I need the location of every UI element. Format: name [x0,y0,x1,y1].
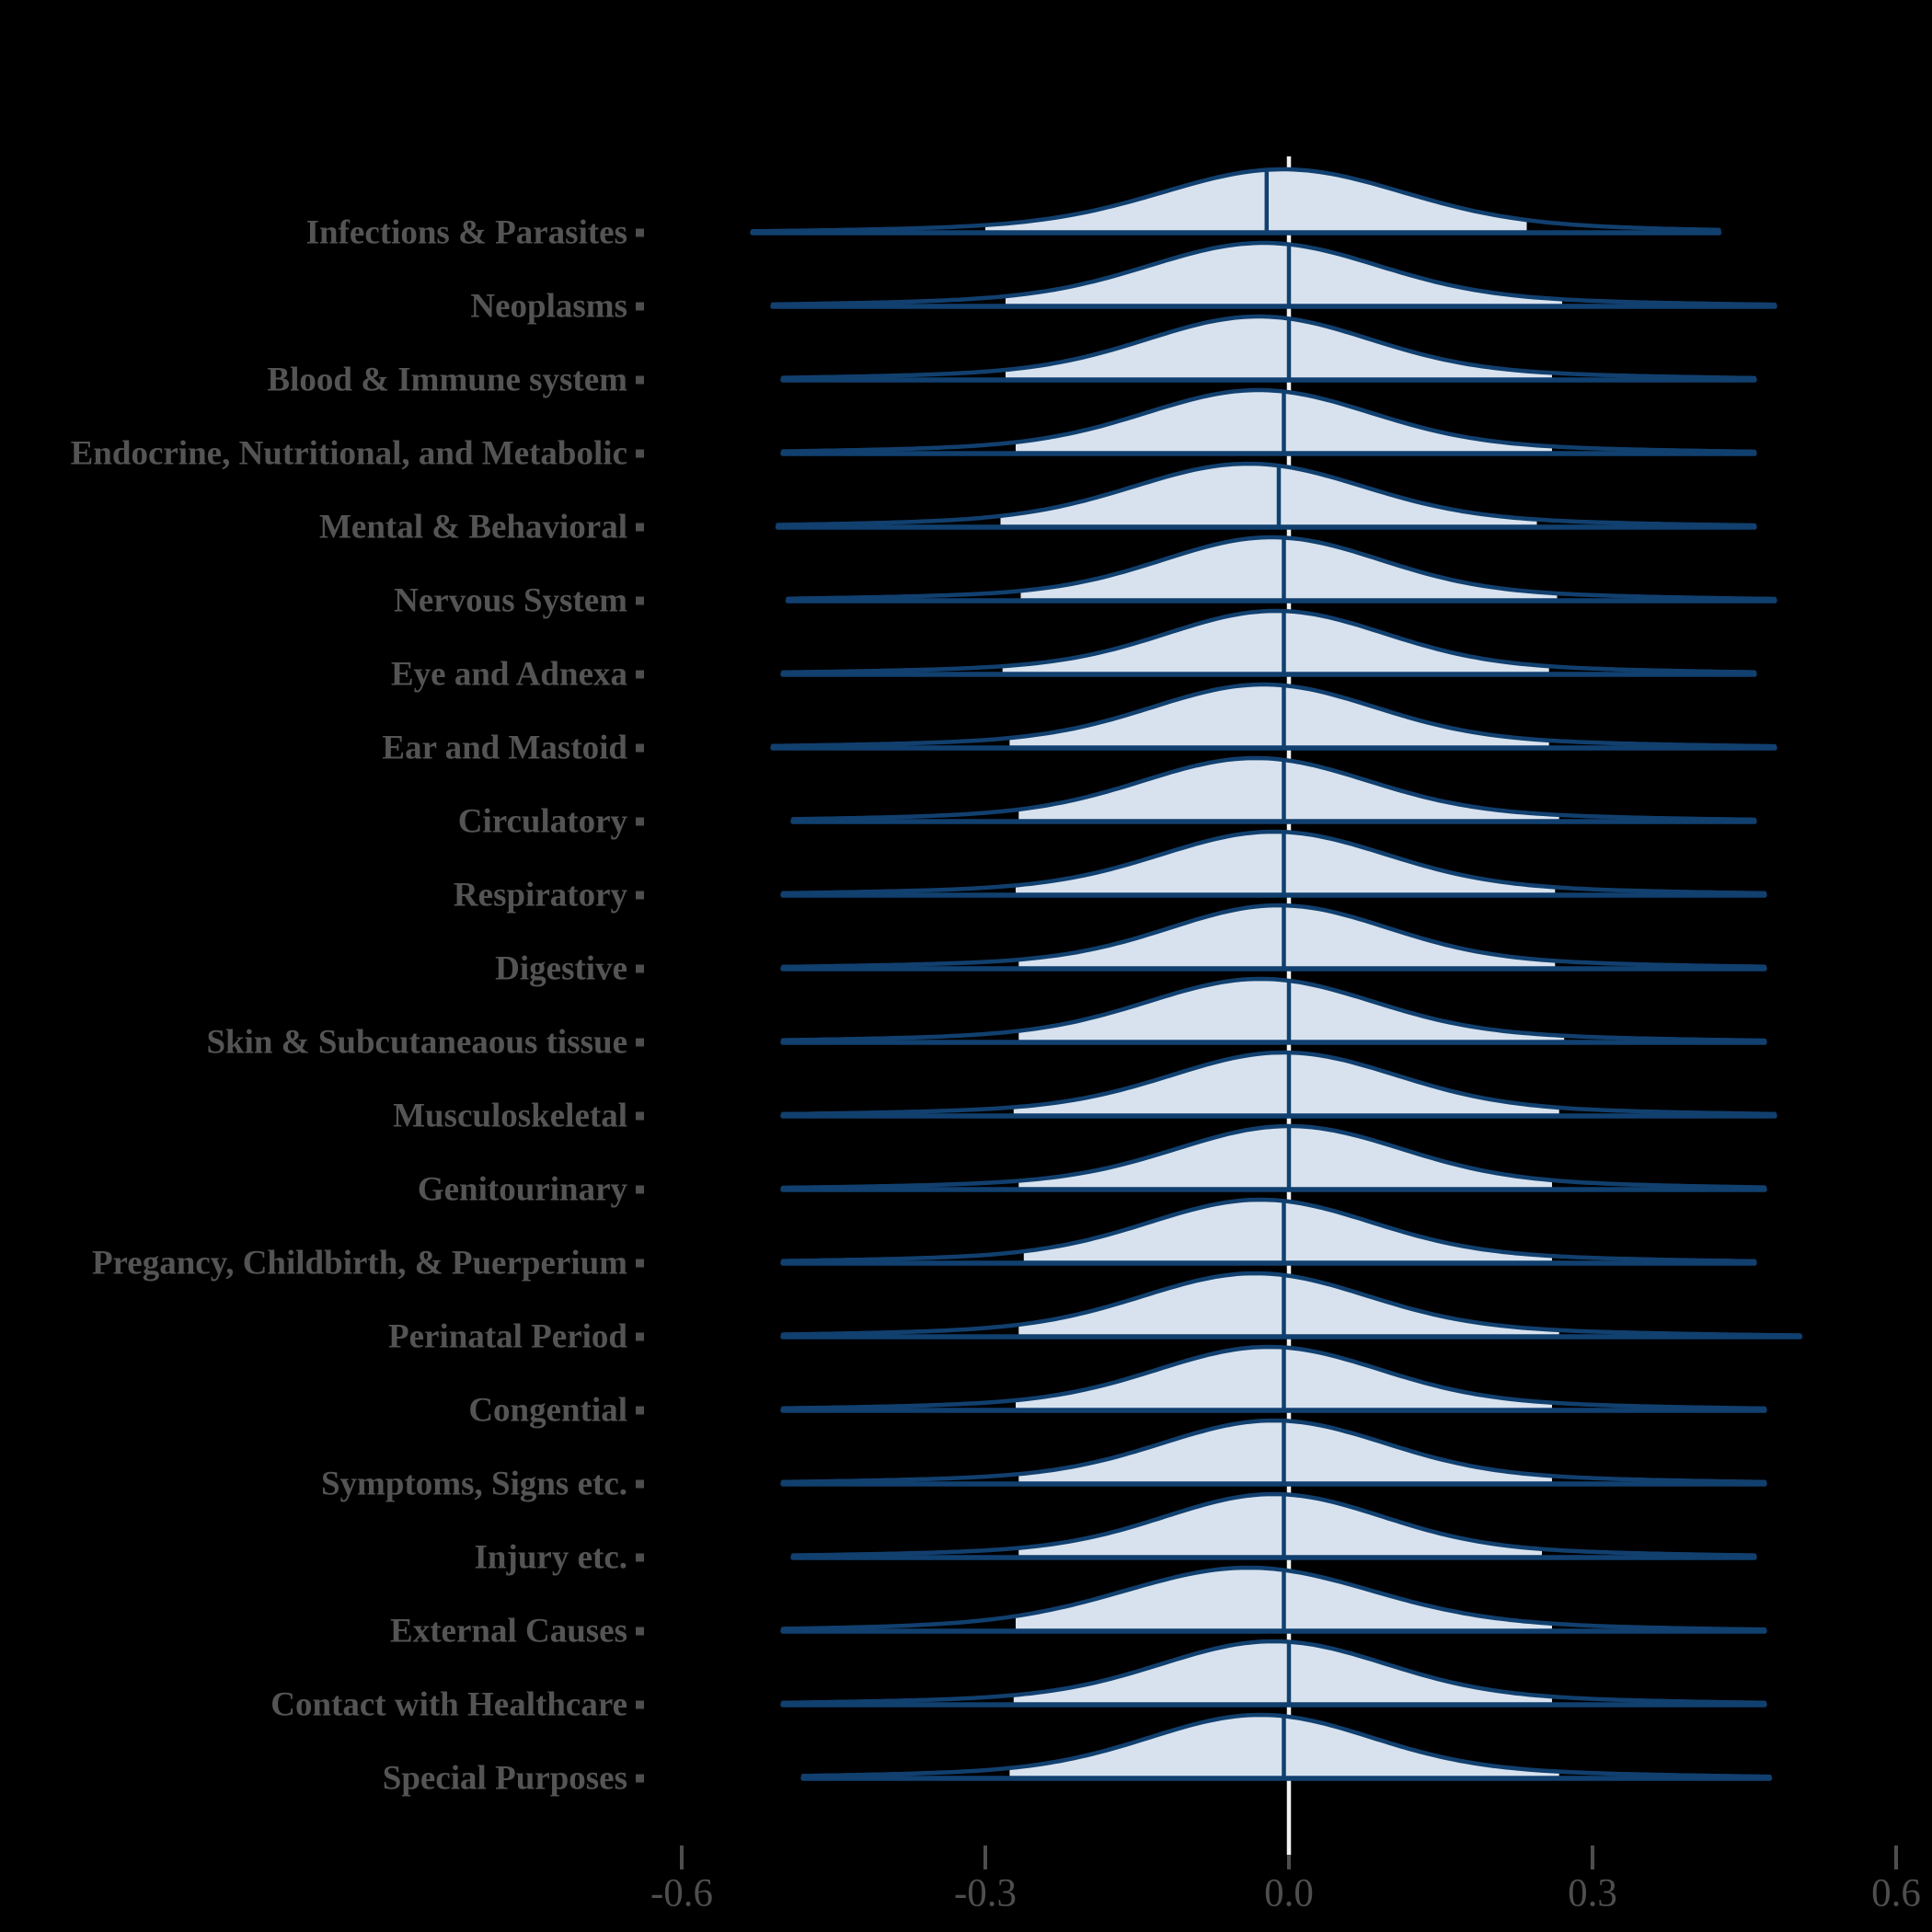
category-label: Digestive [495,950,627,988]
density-fill [1023,1200,1552,1263]
x-axis-label: 0.3 [1568,1872,1617,1915]
category-tick-square [636,1259,644,1268]
category-tick-square [636,817,644,826]
density-fill [1018,1494,1542,1558]
category-tick-square [636,1111,644,1121]
category-tick-square [636,1774,644,1783]
density-fill [1020,537,1558,601]
category-label: Special Purposes [383,1760,627,1798]
density-curve [780,314,1757,383]
category-tick-square [636,964,644,973]
category-label: Skin & Subcutaneaous tissue [206,1024,627,1062]
category-label: Neoplasms [470,288,627,326]
category-tick-square [636,1700,644,1709]
category-label: External Causes [390,1613,627,1650]
category-label: Mental & Behavioral [319,509,627,546]
density-fill [1018,758,1559,822]
category-label: Pregancy, Childbirth, & Puerperium [92,1245,627,1282]
density-fill [1006,243,1562,306]
density-curve [780,1344,1767,1413]
density-curve [770,682,1777,751]
category-tick-square [636,670,644,679]
category-label: Injury etc. [475,1539,627,1577]
density-curve [780,903,1767,972]
category-tick-square [636,228,644,237]
density-curve [780,1123,1767,1192]
density-fill [1018,979,1565,1042]
density-curve [780,976,1767,1045]
density-fill [1000,464,1537,527]
category-tick-square [636,1332,644,1341]
x-axis-label: -0.6 [650,1872,713,1915]
density-curve [780,829,1767,898]
category-tick-square [636,375,644,385]
category-label: Respiratory [454,877,628,914]
density-curve [780,1197,1757,1266]
category-label: Eye and Adnexa [391,656,627,694]
category-tick-square [636,302,644,311]
density-curve [800,1712,1772,1781]
density-fill [1006,316,1552,380]
category-tick-square [636,523,644,532]
density-fill [985,169,1527,233]
category-tick-square [636,1038,644,1047]
category-tick-square [636,1185,644,1194]
density-curve [780,1418,1767,1487]
category-label: Genitourinary [418,1171,628,1209]
density-curve [780,387,1757,456]
density-fill [1018,905,1556,969]
density-curve [790,755,1757,824]
density-curve [780,1050,1777,1119]
category-label: Congential [468,1392,627,1430]
density-fill [1013,1052,1559,1116]
category-label: Circulatory [458,803,628,841]
density-curve [780,1639,1767,1708]
x-axis-label: 0.6 [1871,1872,1921,1915]
category-label: Contact with Healthcare [270,1686,627,1724]
category-tick-square [636,1479,644,1489]
density-curve [780,1565,1767,1634]
density-fill [1009,684,1549,748]
category-tick-square [636,743,644,753]
category-tick-square [636,596,644,605]
category-tick-square [636,1406,644,1415]
x-axis-label: -0.3 [954,1872,1017,1915]
x-axis-label: 0.0 [1264,1872,1314,1915]
density-curve [750,167,1721,236]
category-tick-square [636,1627,644,1636]
density-fill [1018,1126,1552,1190]
category-label: Musculoskeletal [393,1098,627,1135]
density-fill [1018,1273,1559,1337]
density-curve [776,461,1757,530]
density-fill [1013,1641,1552,1705]
category-label: Ear and Mastoid [382,730,627,767]
density-curve [786,535,1777,604]
density-curve [770,240,1777,309]
category-label: Blood & Immune system [267,362,627,399]
density-curve [780,608,1757,677]
category-tick-square [636,1553,644,1562]
density-curve [780,1271,1802,1340]
density-fill [1002,611,1549,674]
category-label: Perinatal Period [388,1318,627,1356]
category-label: Symptoms, Signs etc. [321,1466,627,1503]
category-label: Endocrine, Nutritional, and Metabolic [71,435,627,473]
density-curve [790,1491,1757,1560]
category-label: Infections & Parasites [306,214,627,252]
category-tick-square [636,891,644,900]
category-tick-square [636,449,644,458]
category-label: Nervous System [394,582,627,620]
